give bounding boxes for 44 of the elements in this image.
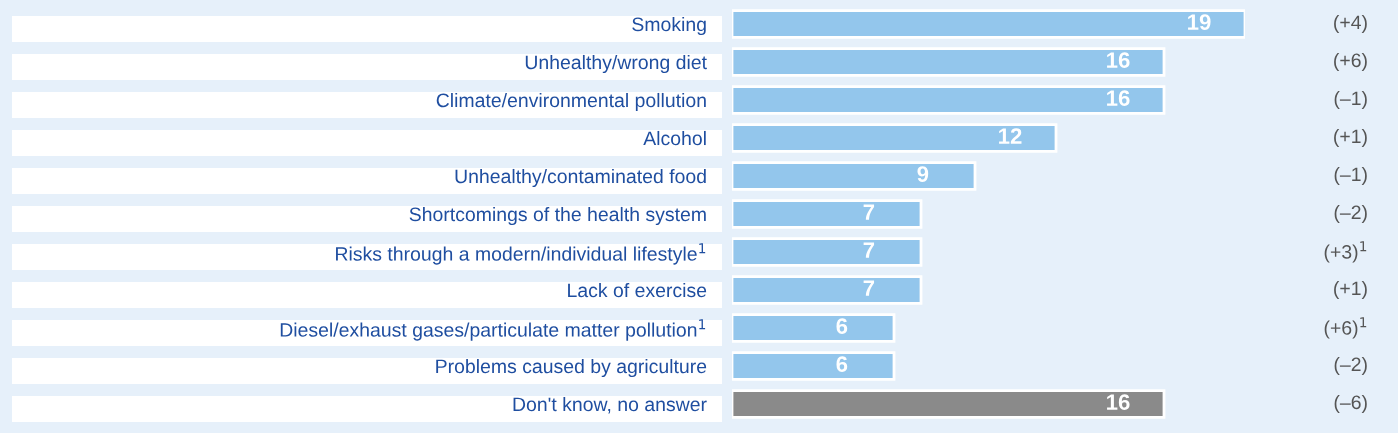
- bar: [732, 237, 923, 267]
- data-label: 12: [999, 128, 1022, 144]
- text: (–6): [1334, 394, 1367, 414]
- text: (+6): [1334, 52, 1367, 72]
- y-tick-label: Risks through a modern/individual lifestyle$^{1}$: [336, 243, 706, 265]
- data-label: 6: [836, 318, 848, 334]
- text: (+1): [1334, 128, 1367, 148]
- bar: [732, 199, 923, 229]
- data-label: 7: [863, 280, 875, 296]
- data-label: 7: [863, 242, 875, 258]
- y-tick-label: Problems caused by agriculture: [436, 358, 707, 378]
- data-label: 9: [917, 166, 929, 182]
- bar: [732, 123, 1058, 153]
- text: (+4): [1334, 14, 1367, 34]
- bar: [732, 389, 1166, 419]
- text: (–1): [1334, 90, 1367, 110]
- y-tick-label: Lack of exercise: [568, 282, 707, 298]
- data-label: 7: [863, 204, 875, 220]
- bar: [732, 351, 896, 381]
- y-tick-label: Climate/environmental pollution: [436, 92, 706, 112]
- text: (–1): [1334, 166, 1367, 186]
- y-tick-label: Don't know, no answer: [513, 396, 707, 414]
- text: (+3)$^{1}$: [1324, 241, 1367, 263]
- text: (–2): [1334, 204, 1367, 224]
- data-label: 6: [836, 356, 848, 372]
- text: (+6)$^{1}$: [1324, 317, 1367, 339]
- data-label: 16: [1107, 90, 1130, 106]
- data-label: 19: [1188, 14, 1211, 30]
- y-tick-label: Unhealthy/contaminated food: [455, 168, 706, 188]
- bar: [732, 47, 1166, 77]
- y-tick-label: Shortcomings of the health system: [409, 206, 706, 226]
- bar: [732, 161, 977, 191]
- y-tick-label: Diesel/exhaust gases/particulate matter pollution$^{1}$: [280, 319, 706, 341]
- bar: [732, 275, 923, 305]
- bar: [732, 9, 1245, 39]
- bar: [732, 85, 1166, 115]
- text: (–2): [1334, 356, 1367, 376]
- data-label: 16: [1107, 52, 1130, 68]
- text: (+1): [1334, 280, 1367, 300]
- y-tick-label: Alcohol: [643, 130, 706, 146]
- y-tick-label: Smoking: [632, 16, 706, 36]
- y-tick-label: Unhealthy/wrong diet: [525, 54, 707, 74]
- bar: [732, 313, 896, 343]
- data-label: 16: [1107, 394, 1130, 410]
